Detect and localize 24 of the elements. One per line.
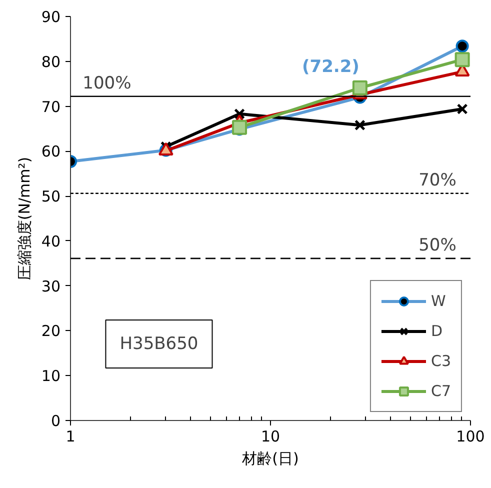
y-tick-label: 20 xyxy=(41,322,61,340)
y-tick-label: 10 xyxy=(41,367,61,386)
annotation: 100% xyxy=(82,73,132,94)
legend-label: C7 xyxy=(430,382,451,400)
y-tick-label: 30 xyxy=(41,277,61,296)
y-tick-label: 40 xyxy=(41,232,61,250)
y-axis-title: 圧縮強度(N/mm²) xyxy=(15,156,34,280)
annotation: 70% xyxy=(418,170,456,190)
x-tick-label: 10 xyxy=(260,428,280,446)
annotation: H35B650 xyxy=(120,334,198,354)
x-axis-title: 材齢(日) xyxy=(241,450,299,468)
y-tick-label: 80 xyxy=(41,52,61,71)
x-tick-label: 1 xyxy=(66,428,76,446)
annotation: 50% xyxy=(418,235,456,256)
legend-label: C3 xyxy=(430,352,451,370)
y-tick-label: 60 xyxy=(41,142,61,161)
legend-label: D xyxy=(430,322,444,340)
x-tick-label: 100 xyxy=(456,428,485,446)
y-tick-label: 50 xyxy=(41,188,61,206)
y-tick-label: 0 xyxy=(50,412,61,430)
y-tick-label: 90 xyxy=(41,8,61,26)
legend-label: W xyxy=(430,292,447,310)
annotation: (72.2) xyxy=(302,57,360,78)
y-tick-label: 70 xyxy=(41,98,61,116)
